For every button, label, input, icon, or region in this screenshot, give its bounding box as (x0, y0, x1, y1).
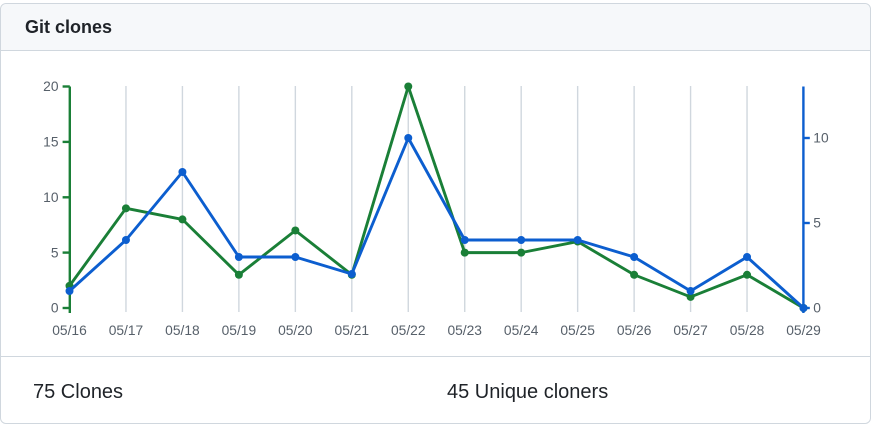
svg-text:5: 5 (813, 216, 821, 231)
svg-text:05/26: 05/26 (617, 323, 652, 338)
svg-text:05/25: 05/25 (560, 323, 595, 338)
svg-text:15: 15 (43, 135, 59, 150)
svg-text:5: 5 (51, 245, 59, 260)
svg-text:20: 20 (43, 79, 59, 94)
svg-text:0: 0 (813, 301, 821, 316)
svg-text:05/16: 05/16 (52, 323, 87, 338)
svg-text:05/22: 05/22 (391, 323, 426, 338)
svg-text:05/23: 05/23 (447, 323, 482, 338)
svg-text:05/29: 05/29 (786, 323, 821, 338)
svg-text:10: 10 (813, 131, 829, 146)
svg-text:05/21: 05/21 (335, 323, 370, 338)
svg-text:05/28: 05/28 (730, 323, 765, 338)
svg-text:05/20: 05/20 (278, 323, 313, 338)
svg-text:10: 10 (43, 190, 59, 205)
svg-text:0: 0 (51, 301, 59, 316)
svg-text:05/18: 05/18 (165, 323, 200, 338)
svg-text:05/19: 05/19 (222, 323, 257, 338)
svg-text:05/27: 05/27 (673, 323, 708, 338)
svg-text:05/24: 05/24 (504, 323, 539, 338)
svg-text:05/17: 05/17 (109, 323, 144, 338)
